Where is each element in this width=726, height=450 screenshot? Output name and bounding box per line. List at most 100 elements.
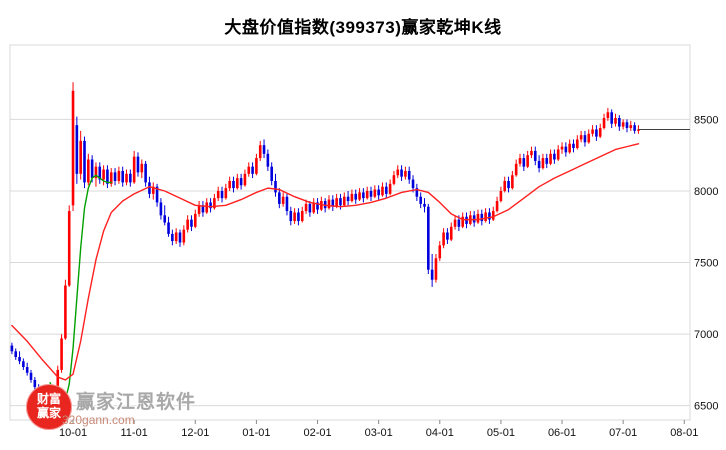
candle-body: [197, 205, 201, 214]
candle-body: [64, 285, 67, 339]
y-axis-label: 8000: [694, 186, 718, 198]
candle-body: [79, 140, 82, 174]
candle-body: [125, 173, 128, 183]
candle-body: [495, 201, 499, 212]
candle-body: [576, 139, 579, 149]
candle-body: [243, 173, 247, 186]
candle-body: [610, 112, 613, 124]
candle-body: [220, 190, 224, 199]
candle-body: [518, 158, 522, 164]
candle-body: [591, 129, 594, 134]
candle-body: [155, 186, 159, 203]
candle-body: [117, 170, 121, 181]
x-axis-label: 10-01: [59, 427, 87, 439]
candle-body: [465, 216, 468, 224]
candle-body: [346, 196, 350, 202]
candle-body: [595, 129, 598, 137]
candle-body: [94, 166, 98, 179]
candle-body: [480, 213, 484, 222]
x-axis-label: 07-01: [609, 427, 637, 439]
candle-body: [190, 219, 193, 227]
candle-body: [67, 211, 71, 286]
candle-body: [419, 196, 422, 204]
candle-body: [293, 212, 296, 222]
candle-body: [10, 345, 14, 352]
candle-body: [396, 169, 400, 176]
candle-body: [102, 169, 105, 180]
candle-body: [167, 222, 170, 234]
candle-body: [530, 150, 533, 156]
candle-body: [274, 180, 277, 193]
candle-body: [362, 192, 365, 199]
candle-body: [297, 212, 300, 222]
candle-body: [484, 212, 487, 222]
candle-body: [411, 179, 415, 189]
x-axis-label: 03-01: [365, 427, 393, 439]
winner-logo-icon: 财富 赢家: [26, 384, 72, 430]
candle-body: [144, 163, 147, 183]
candle-body: [255, 158, 258, 174]
candle-body: [606, 112, 610, 118]
candle-body: [621, 122, 625, 127]
candle-body: [522, 158, 526, 167]
logo-text-bottom: 赢家: [36, 406, 61, 420]
candle-body: [541, 158, 545, 169]
candle-body: [514, 163, 518, 176]
candle-body: [278, 192, 281, 204]
candle-body: [453, 219, 457, 227]
candle-body: [446, 232, 449, 240]
candle-body: [56, 369, 60, 395]
candle-body: [304, 203, 308, 212]
candle-body: [33, 379, 37, 388]
candle-body: [358, 192, 361, 200]
candle-body: [251, 166, 254, 174]
candle-body: [556, 149, 560, 160]
candle-body: [633, 125, 636, 131]
candle-body: [213, 198, 216, 209]
candle-body: [423, 203, 426, 207]
candle-body: [228, 180, 231, 189]
candle-body: [285, 196, 289, 212]
candle-body: [113, 172, 117, 181]
candle-body: [148, 182, 151, 194]
candle-body: [281, 196, 285, 204]
candle-body: [369, 190, 373, 197]
candle-body: [400, 169, 403, 177]
candle-body: [499, 190, 503, 202]
candle-body: [121, 170, 124, 183]
y-axis-label: 8500: [694, 114, 718, 126]
candle-body: [323, 201, 327, 209]
candle-body: [354, 193, 358, 200]
candle-body: [407, 170, 411, 180]
candle-body: [415, 188, 419, 197]
candle-body: [598, 128, 602, 137]
candle-body: [381, 186, 384, 196]
candle-body: [365, 190, 369, 199]
chart-title: 大盘价值指数(399373)赢家乾坤K线: [224, 18, 502, 37]
candle-body: [75, 125, 79, 174]
candle-body: [427, 206, 430, 270]
candle-body: [308, 203, 312, 213]
candle-body: [564, 146, 568, 153]
y-axis-label: 7500: [694, 258, 718, 270]
candle-body: [488, 212, 491, 220]
x-axis-label: 12-01: [181, 427, 209, 439]
candle-body: [560, 146, 564, 150]
candle-body: [457, 219, 461, 227]
candle-body: [18, 357, 21, 362]
candle-body: [151, 186, 155, 194]
candle-body: [29, 372, 33, 380]
candle-body: [159, 202, 163, 216]
candle-body: [320, 201, 323, 210]
candle-body: [549, 153, 552, 164]
candle-body: [537, 160, 541, 169]
candle-body: [449, 226, 453, 240]
candle-body: [545, 158, 549, 164]
candle-body: [178, 232, 182, 243]
candle-body: [438, 245, 442, 259]
candle-body: [25, 367, 29, 373]
candle-body: [182, 229, 186, 243]
candle-body: [247, 166, 251, 174]
